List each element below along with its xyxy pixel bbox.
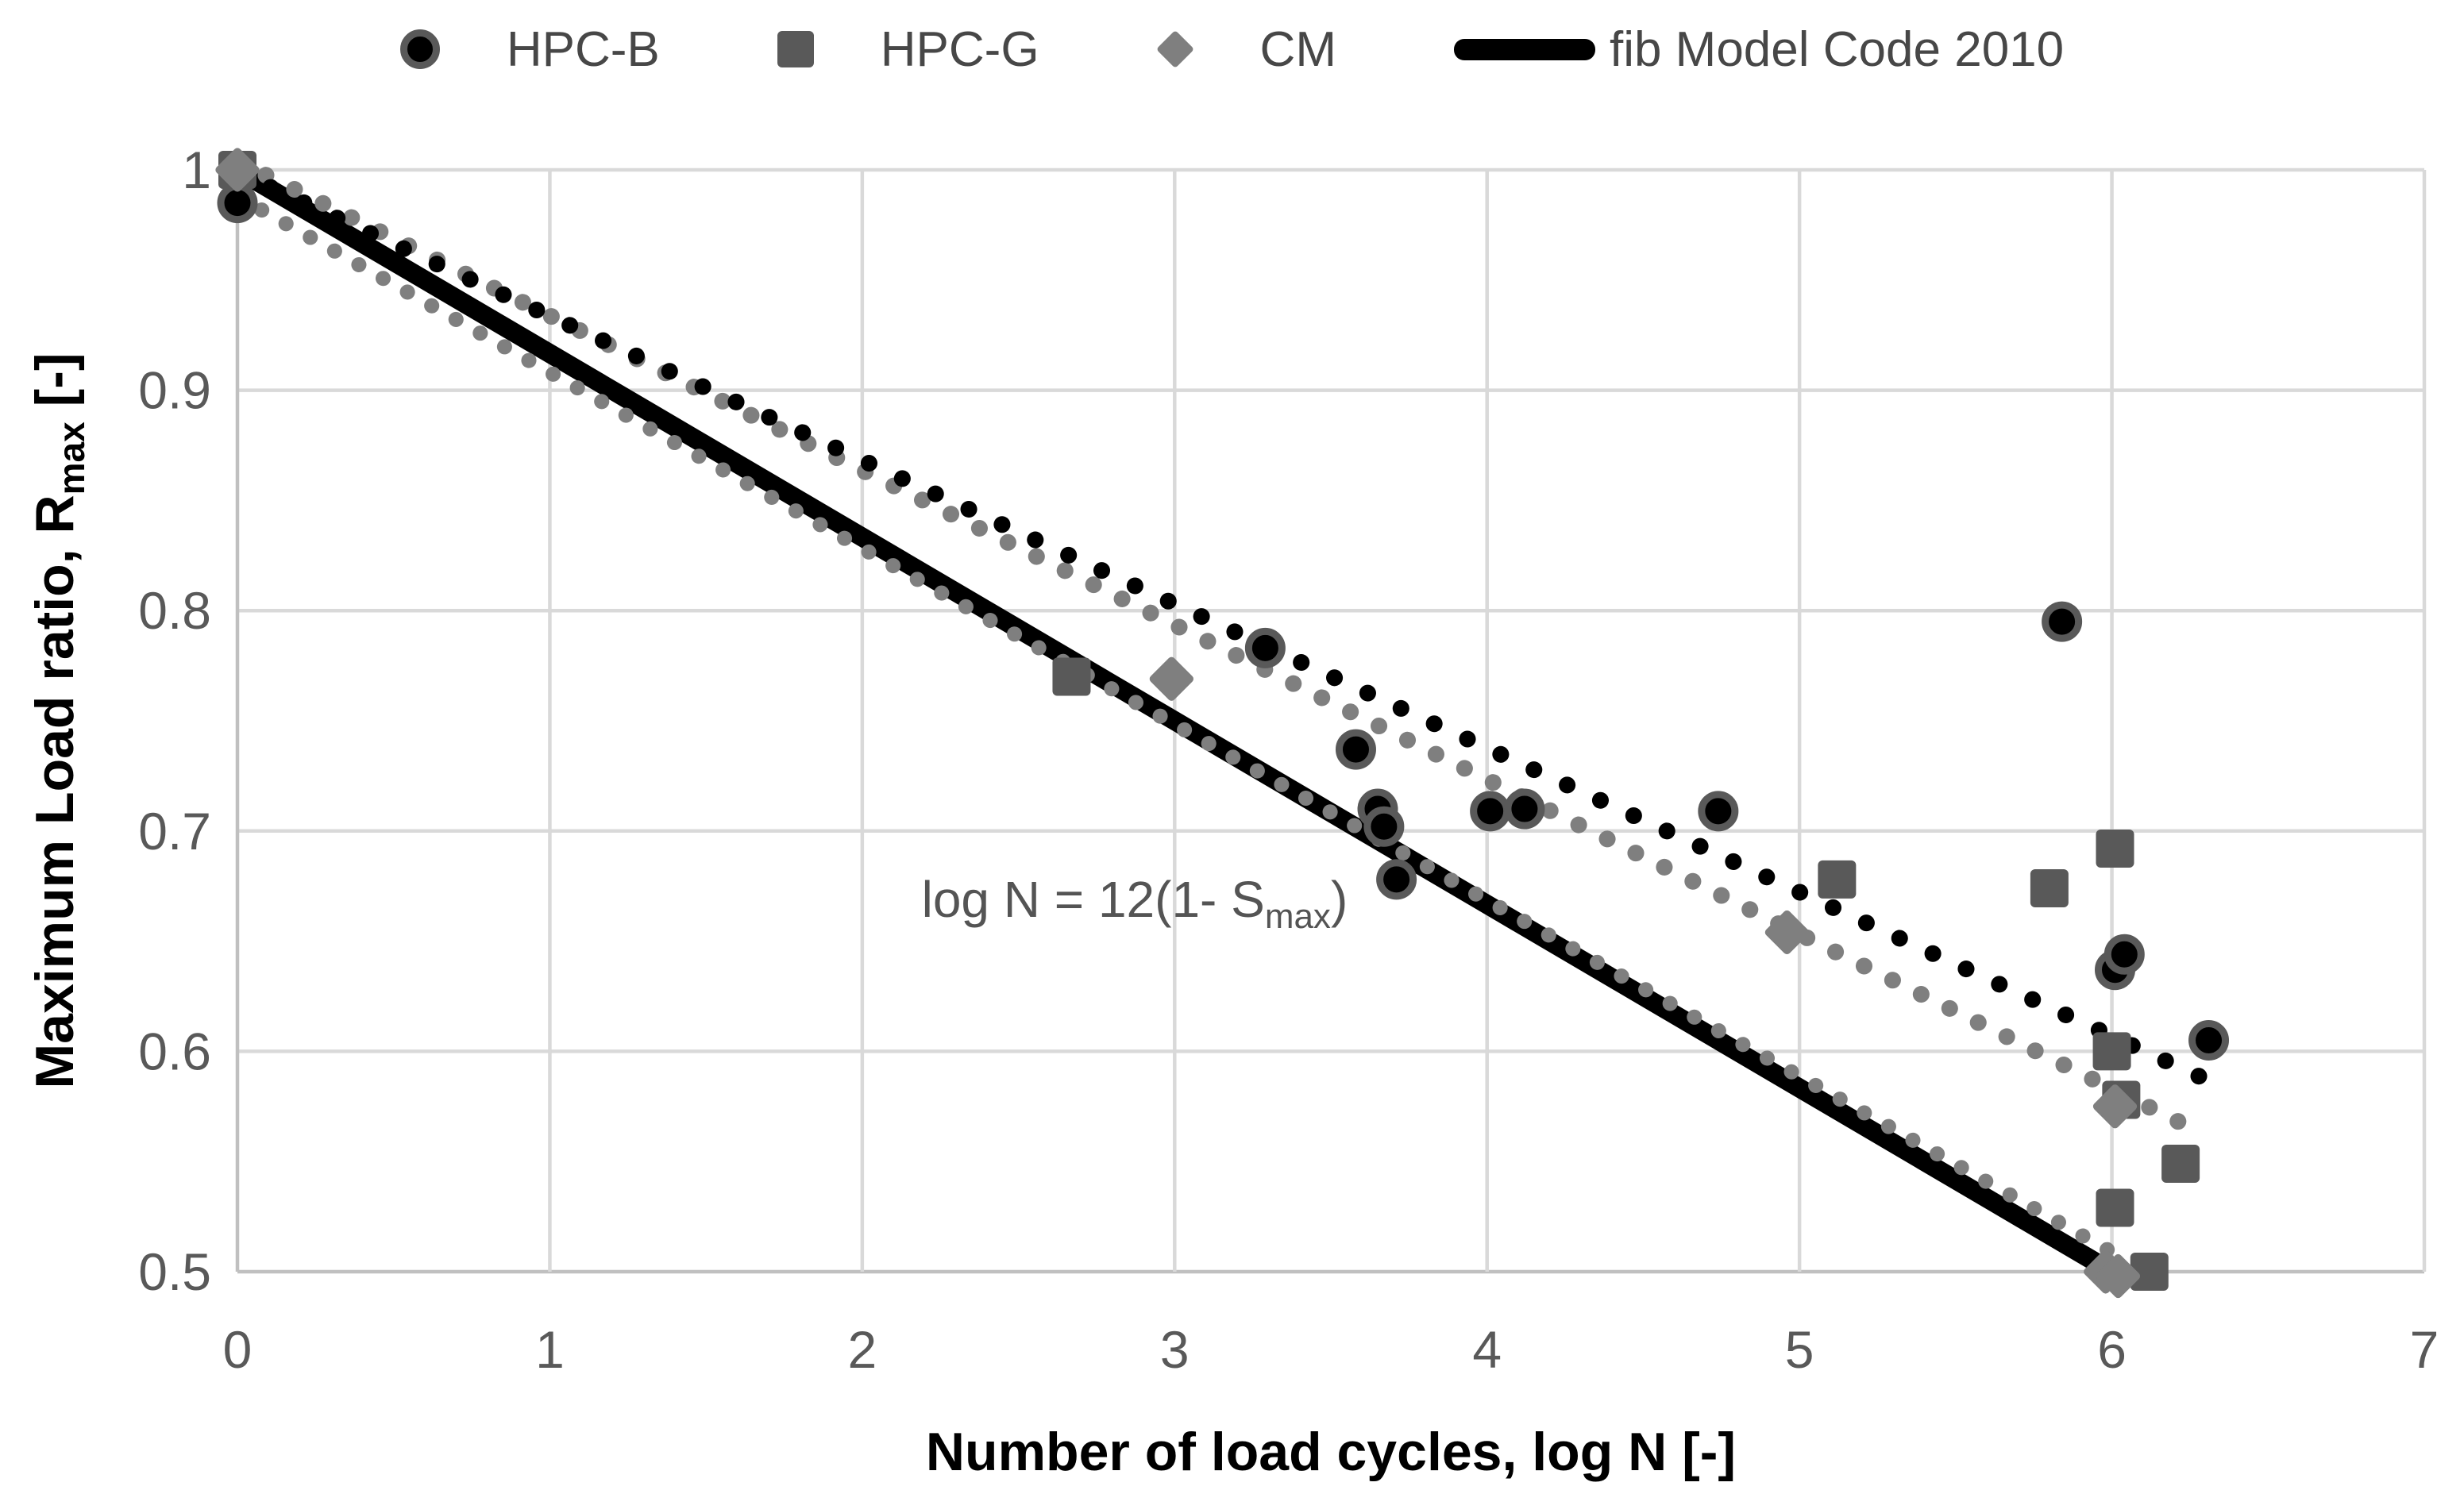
cm-diamond-marker-icon [1155,29,1194,69]
point-hpc-b [1363,806,1405,847]
point-hpc-g [2092,1032,2131,1071]
point-hpc-b [1698,791,1739,832]
point-hpc-g [2161,1144,2200,1183]
point-hpc-b [2042,601,2083,642]
point-hpc-b [2103,934,2145,975]
y-tick-label: 1 [182,141,211,199]
legend-label-hpcb: HPC-B [506,21,660,77]
y-axis-title: Maximum Load ratio, Rmax [-] [25,352,92,1088]
hpcb-circle-marker-icon [399,29,440,69]
legend-item-hpcb: HPC-B [399,21,660,78]
y-tick-label: 0.5 [138,1242,211,1301]
point-hpc-g [2096,830,2134,868]
trendline-fib-model-code-2010 [232,161,2117,1280]
point-hpc-g [1818,860,1857,899]
point-hpc-b [1244,627,1286,668]
trendline-cm-trend [229,188,2138,1271]
x-tick-label: 1 [535,1320,565,1379]
point-cm [2092,1084,2138,1129]
legend-label-hpcg: HPC-G [880,21,1039,77]
x-tick-label: 6 [2097,1320,2127,1379]
hpcg-square-marker-icon [777,31,814,67]
y-tick-label: 0.7 [138,802,211,861]
y-tick-label: 0.9 [138,361,211,420]
y-tick-label: 0.6 [138,1022,211,1080]
x-tick-label: 5 [1785,1320,1814,1379]
point-hpc-g [2030,868,2069,907]
point-cm [1149,656,1193,701]
model-equation-annotation: log N = 12(1- Smax) [922,871,1348,936]
chart-legend: HPC-B HPC-G CM fib Model Code 2010 [0,11,2464,87]
legend-label-cm: CM [1259,21,1336,77]
x-tick-label: 4 [1472,1320,1502,1379]
legend-item-cm: CM [1155,21,1336,78]
point-hpc-g [1052,657,1091,696]
point-hpc-b [2188,1020,2230,1061]
legend-item-hpcg: HPC-G [777,21,1039,78]
x-tick-label: 7 [2410,1320,2439,1379]
point-hpc-b [1376,859,1417,900]
y-tick-label: 0.8 [138,581,211,640]
point-cm [215,148,260,192]
trendline-hpc-b-trend [229,164,2220,1091]
legend-label-fib-model-code: fib Model Code 2010 [1609,21,2065,77]
x-tick-label: 2 [847,1320,877,1379]
fib-line-marker-icon [1453,38,1595,60]
point-hpc-g [2130,1253,2169,1291]
point-cm [2096,1253,2141,1299]
point-hpc-b [1504,788,1545,830]
x-tick-label: 3 [1160,1320,1190,1379]
x-axis-title: Number of load cycles, log N [-] [926,1422,1736,1482]
point-hpc-g [2096,1188,2134,1227]
x-tick-label: 0 [223,1320,253,1379]
point-cm [1764,910,1810,955]
point-hpc-b [1335,729,1376,770]
legend-item-fib-model-code: fib Model Code 2010 [1453,21,2065,78]
point-hpc-b [1470,791,1511,832]
